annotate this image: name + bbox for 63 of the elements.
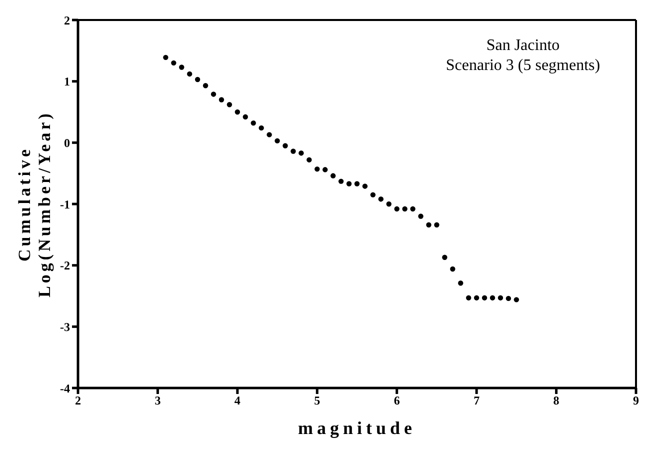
point (179, 64, 184, 70)
point (370, 192, 376, 198)
point (274, 138, 280, 144)
point (362, 184, 368, 189)
point (194, 76, 200, 82)
point (266, 132, 272, 138)
point (418, 214, 424, 219)
point (258, 125, 264, 131)
point (434, 222, 440, 228)
point (506, 296, 512, 302)
y-tick-label: -3 (60, 320, 70, 334)
annotation: San Jacinto Scenario 3 (5 segments) (444, 36, 602, 76)
y-axis-title: Cumulative Log(Number/Year) (14, 110, 54, 298)
x-tick-label: 5 (314, 394, 320, 408)
point (282, 143, 288, 148)
point (171, 60, 176, 66)
point (210, 92, 216, 97)
point (498, 295, 504, 300)
point (346, 181, 352, 186)
point (242, 114, 248, 120)
y-tick-label: -2 (60, 258, 70, 273)
x-tick-label: 2 (75, 394, 81, 408)
point (338, 178, 344, 184)
point (306, 157, 312, 162)
x-tick-label: 3 (154, 394, 161, 408)
x-tick-label: 7 (474, 394, 480, 408)
point (482, 295, 488, 300)
point (290, 148, 296, 154)
point (410, 206, 416, 212)
point (163, 54, 168, 60)
point (322, 167, 328, 172)
point (474, 295, 480, 300)
y-tick-label: 2 (64, 13, 70, 28)
point (202, 83, 208, 88)
point (402, 206, 408, 212)
point (394, 206, 400, 212)
point (386, 201, 392, 207)
point (314, 166, 320, 172)
point (378, 196, 384, 202)
point (442, 254, 448, 260)
x-tick-label: 4 (234, 394, 240, 408)
x-axis-title: magnitude (298, 418, 416, 438)
point (330, 173, 336, 178)
x-tick-label: 9 (633, 394, 639, 408)
x-tick-label: 6 (394, 394, 400, 408)
point (426, 222, 432, 228)
y-tick-label: -1 (60, 197, 70, 212)
point (218, 97, 224, 102)
point (450, 266, 456, 272)
x-tick-label: 8 (553, 394, 560, 408)
y-tick-label: 1 (64, 74, 70, 89)
y-tick-label: -4 (60, 381, 70, 396)
point (458, 280, 464, 286)
y-tick-label: 0 (64, 136, 70, 150)
point (226, 102, 232, 108)
point (187, 71, 192, 77)
point (490, 295, 496, 300)
point (250, 120, 256, 126)
point (298, 150, 304, 156)
point (354, 181, 360, 186)
point (514, 297, 520, 302)
point (466, 295, 472, 300)
point (234, 109, 240, 115)
